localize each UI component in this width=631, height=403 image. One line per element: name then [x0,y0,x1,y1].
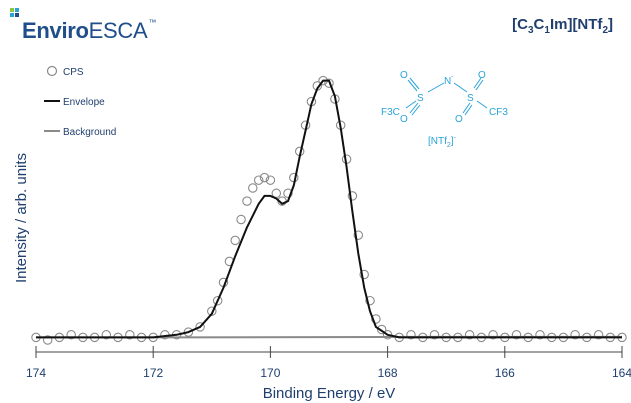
cps-point [359,269,369,280]
cps-point [195,322,205,332]
atom-o-top-left: O [400,70,408,81]
cps-point [406,330,416,340]
legend: CPS Envelope Background [44,65,116,138]
cps-point [253,175,264,185]
structure-bonds [405,77,488,116]
cps-point [242,196,252,206]
compound-title: [C3C1Im][NTf2] [512,16,613,36]
cps-point [42,335,53,345]
cps-point [125,330,135,340]
x-tick-label: 164 [612,366,631,380]
cps-point [365,295,375,306]
cps-point [535,330,545,340]
legend-cps-marker [46,65,58,77]
group-f3c: F3C [381,107,400,118]
logo-dots-icon [10,8,19,17]
x-tick-label: 172 [143,366,163,380]
x-tick-label: 174 [26,366,46,380]
x-tick-label: 170 [260,366,280,380]
atom-o-bottom-right: O [455,114,463,125]
cps-point [429,330,440,340]
cps-point [593,330,604,340]
cps-point [101,330,112,340]
atom-o-bottom-left: O [400,114,408,125]
cps-point [347,191,358,201]
cps-point [511,330,522,340]
cps-point [324,78,334,88]
cps-point [207,306,217,316]
cps-point [212,295,223,306]
plot-layer [31,75,627,345]
legend-envelope-label: Envelope [63,97,105,108]
cps-point [464,330,475,340]
cps-point [376,324,387,335]
cps-point [488,330,498,340]
brand-name: EnviroESCA™ [22,18,157,43]
cps-point [265,175,276,185]
x-tick-label: 166 [495,366,515,380]
x-axis-label: Binding Energy / eV [263,385,396,402]
atom-s-left: S [417,93,424,104]
ntf2-structure: O S N - S O O O F3C CF3 [NTf2]- [381,70,508,149]
cps-point [570,330,580,340]
legend-cps-label: CPS [63,67,84,78]
ntf2-label: [NTf2]- [428,135,457,149]
cps-point [230,235,240,246]
atom-o-top-right: O [478,70,486,81]
atom-n-charge: - [451,74,454,81]
cps-point [283,188,293,199]
atom-s-right: S [467,93,474,104]
group-cf3: CF3 [489,107,508,118]
axis-layer: 174 172 170 168 166 164 [26,346,631,380]
cps-point [236,214,246,225]
cps-point [248,183,258,193]
x-tick-label: 168 [378,366,398,380]
cps-point [353,230,364,240]
cps-point [66,330,76,340]
atom-n: N [444,76,451,87]
cps-point [259,172,270,183]
envelope-line [36,79,622,339]
cps-point [371,314,381,324]
y-axis-label: Intensity / arb. units [13,153,30,283]
legend-background-label: Background [63,127,116,138]
